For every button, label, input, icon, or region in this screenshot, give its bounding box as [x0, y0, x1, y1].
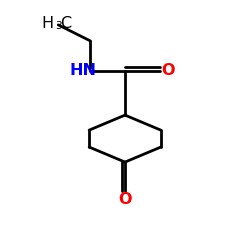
Text: O: O — [118, 192, 132, 208]
Text: 3: 3 — [55, 21, 62, 31]
Text: H: H — [42, 16, 54, 31]
Text: C: C — [60, 16, 71, 31]
Text: O: O — [161, 63, 174, 78]
Text: HN: HN — [70, 63, 97, 78]
